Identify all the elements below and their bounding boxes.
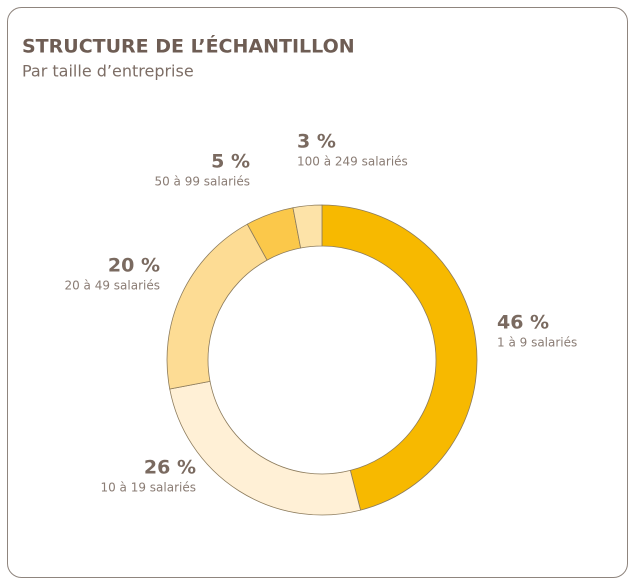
value-label: 5 % — [211, 151, 250, 173]
value-label: 3 % — [297, 131, 336, 153]
donut-segment — [292, 204, 323, 249]
category-label: 10 à 19 salariés — [100, 481, 196, 495]
donut-segment — [321, 204, 478, 511]
category-label: 1 à 9 salariés — [497, 336, 577, 350]
value-label: 20 % — [108, 255, 160, 277]
value-label: 46 % — [497, 312, 549, 334]
value-label: 26 % — [144, 457, 196, 479]
chart-title: STRUCTURE DE L’ÉCHANTILLON — [22, 35, 355, 58]
category-label: 20 à 49 salariés — [64, 279, 160, 293]
chart-subtitle: Par taille d’entreprise — [22, 62, 194, 81]
card — [7, 7, 628, 578]
category-label: 50 à 99 salariés — [154, 175, 250, 189]
category-label: 100 à 249 salariés — [297, 155, 408, 169]
